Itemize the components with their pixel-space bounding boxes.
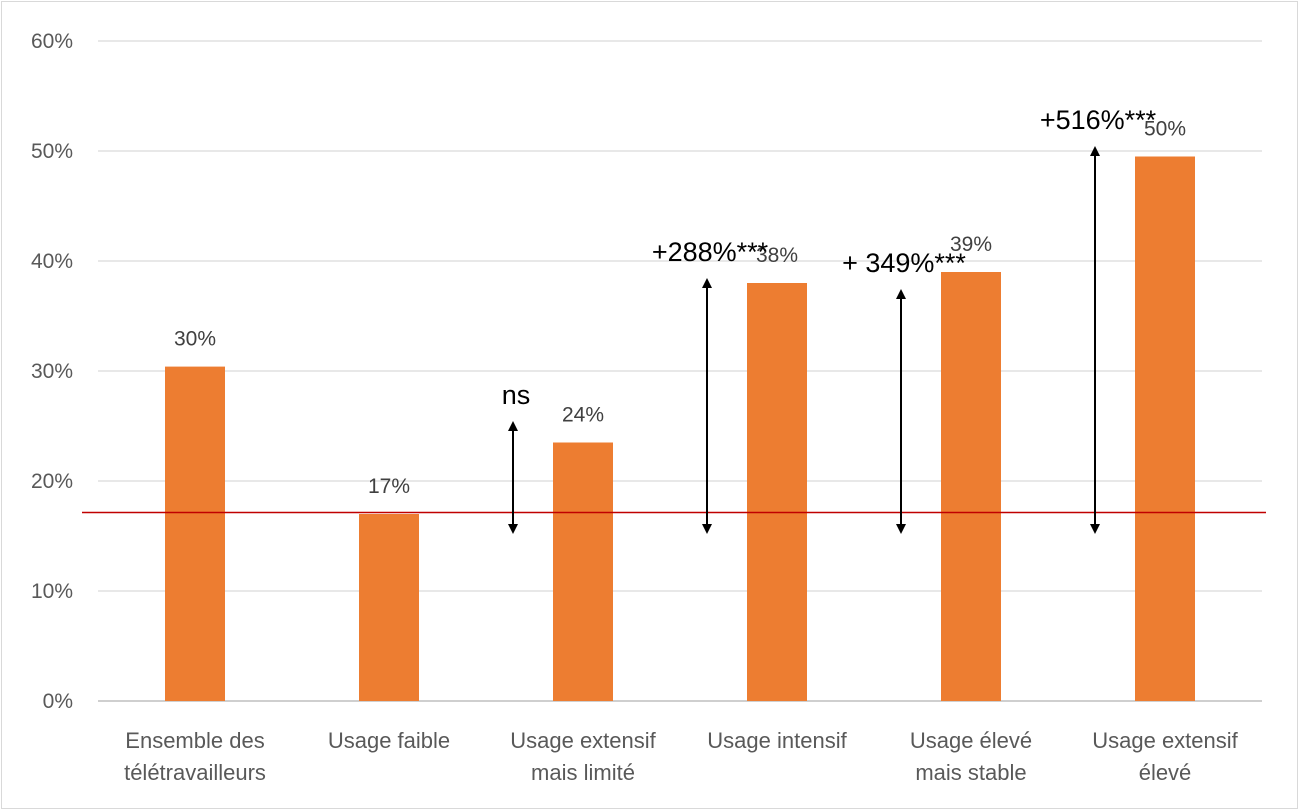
data-label: 30% (174, 328, 216, 351)
data-label: 17% (368, 475, 410, 498)
category-label: élevé (1139, 760, 1192, 785)
data-label: 24% (562, 404, 604, 427)
bar (747, 283, 807, 701)
bar (165, 366, 225, 701)
data-labels: 30% 17% 24% 38% 39% 50% (174, 118, 1186, 499)
y-tick-label: 60% (31, 30, 73, 53)
category-label: télétravailleurs (124, 760, 266, 785)
category-label: Ensemble des (125, 728, 264, 753)
data-label: 39% (950, 233, 992, 256)
y-tick-label: 0% (43, 690, 73, 713)
data-label: 38% (756, 244, 798, 267)
category-label: Usage élevé (910, 728, 1032, 753)
category-label: Usage intensif (707, 728, 847, 753)
annotation-label: +288%*** (652, 237, 769, 267)
y-tick-label: 40% (31, 250, 73, 273)
category-label: Usage extensif (1092, 728, 1238, 753)
y-tick-label: 30% (31, 360, 73, 383)
bar (1135, 156, 1195, 701)
category-label: Usage faible (328, 728, 450, 753)
category-label: mais stable (915, 760, 1026, 785)
annotations: ns +288%*** + 349%*** +516%*** (502, 105, 1157, 534)
annotation-label: ns (502, 380, 531, 410)
annotation-label: + 349%*** (842, 248, 966, 278)
category-label: mais limité (531, 760, 635, 785)
y-tick-label: 50% (31, 140, 73, 163)
bar (553, 442, 613, 701)
y-tick-label: 10% (31, 580, 73, 603)
annotation-label: +516%*** (1040, 105, 1157, 135)
y-tick-label: 20% (31, 470, 73, 493)
category-label: Usage extensif (510, 728, 656, 753)
x-axis-categories: Ensemble des télétravailleurs Usage faible… (124, 728, 1239, 785)
y-axis-ticks: 0% 10% 20% 30% 40% 50% 60% (31, 30, 73, 713)
bar (941, 272, 1001, 701)
bars (165, 156, 1195, 701)
gridlines (98, 40, 1262, 702)
data-label: 50% (1144, 118, 1186, 141)
bar (359, 514, 419, 701)
